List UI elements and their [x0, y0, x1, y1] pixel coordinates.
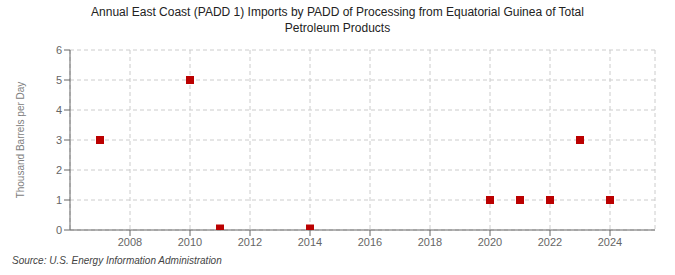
svg-text:5: 5 — [56, 74, 62, 86]
svg-text:6: 6 — [56, 44, 62, 56]
svg-text:Thousand Barrels per Day: Thousand Barrels per Day — [15, 82, 26, 199]
svg-text:2008: 2008 — [118, 236, 142, 248]
svg-text:2: 2 — [56, 164, 62, 176]
svg-text:2018: 2018 — [418, 236, 442, 248]
svg-text:1: 1 — [56, 194, 62, 206]
svg-text:2020: 2020 — [478, 236, 502, 248]
svg-text:2014: 2014 — [298, 236, 322, 248]
svg-text:3: 3 — [56, 134, 62, 146]
html-text:Annual East Coast (PADD 1) Imp: Annual East Coast (PADD 1) Imports by PA… — [91, 5, 584, 35]
svg-text:2010: 2010 — [178, 236, 202, 248]
svg-text:2024: 2024 — [598, 236, 622, 248]
svg-text:2016: 2016 — [358, 236, 382, 248]
svg-text:0: 0 — [56, 224, 62, 236]
html-text:Source: U.S. Energy Informatio: Source: U.S. Energy Information Administ… — [12, 255, 222, 266]
svg-text:2022: 2022 — [538, 236, 562, 248]
svg-text:2012: 2012 — [238, 236, 262, 248]
svg-text:4: 4 — [56, 104, 62, 116]
